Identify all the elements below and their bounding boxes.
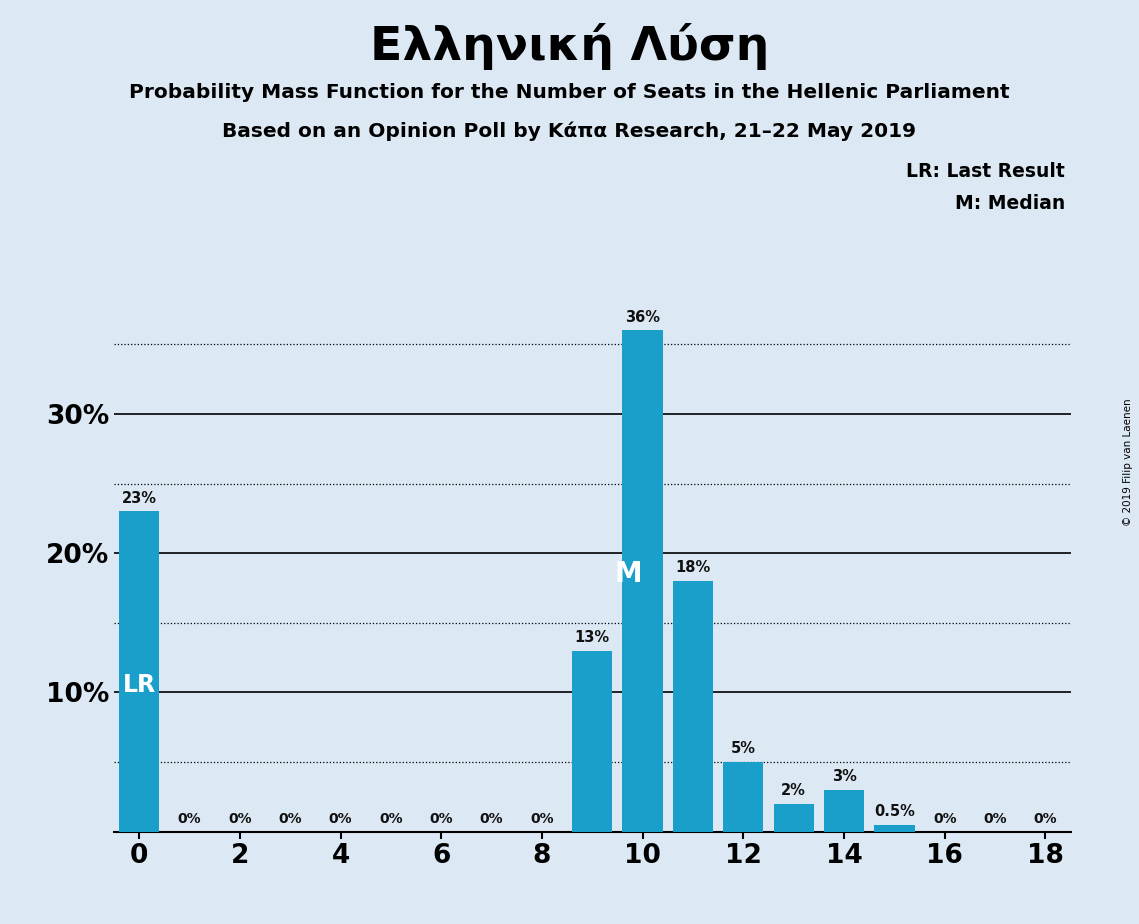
Text: © 2019 Filip van Laenen: © 2019 Filip van Laenen (1123, 398, 1133, 526)
Bar (823, 790, 865, 832)
Text: Ελληνική Λύση: Ελληνική Λύση (370, 23, 769, 70)
Text: 5%: 5% (731, 741, 756, 757)
Text: 0%: 0% (278, 812, 302, 826)
Text: LR: LR (123, 674, 156, 698)
Text: 18%: 18% (675, 561, 711, 576)
Text: Probability Mass Function for the Number of Seats in the Hellenic Parliament: Probability Mass Function for the Number… (129, 83, 1010, 103)
Text: 0%: 0% (178, 812, 202, 826)
Text: LR: Last Result: LR: Last Result (907, 162, 1065, 181)
Bar (118, 512, 159, 832)
Text: 0%: 0% (1034, 812, 1057, 826)
Text: 0%: 0% (329, 812, 352, 826)
Bar (723, 762, 763, 832)
Text: 0%: 0% (480, 812, 503, 826)
Bar (572, 650, 613, 832)
Bar (773, 804, 814, 832)
Text: 13%: 13% (575, 630, 609, 645)
Text: Based on an Opinion Poll by Κάπα Research, 21–22 May 2019: Based on an Opinion Poll by Κάπα Researc… (222, 122, 917, 141)
Bar (673, 581, 713, 832)
Text: 0%: 0% (379, 812, 403, 826)
Text: M: Median: M: Median (954, 194, 1065, 213)
Text: 0%: 0% (228, 812, 252, 826)
Text: 0.5%: 0.5% (874, 804, 915, 819)
Text: M: M (615, 560, 642, 588)
Text: 36%: 36% (625, 310, 661, 325)
Text: 0%: 0% (933, 812, 957, 826)
Bar (875, 824, 915, 832)
Text: 0%: 0% (530, 812, 554, 826)
Bar (623, 331, 663, 832)
Text: 3%: 3% (831, 770, 857, 784)
Text: 23%: 23% (122, 491, 156, 505)
Text: 0%: 0% (983, 812, 1007, 826)
Text: 2%: 2% (781, 784, 806, 798)
Text: 0%: 0% (429, 812, 453, 826)
